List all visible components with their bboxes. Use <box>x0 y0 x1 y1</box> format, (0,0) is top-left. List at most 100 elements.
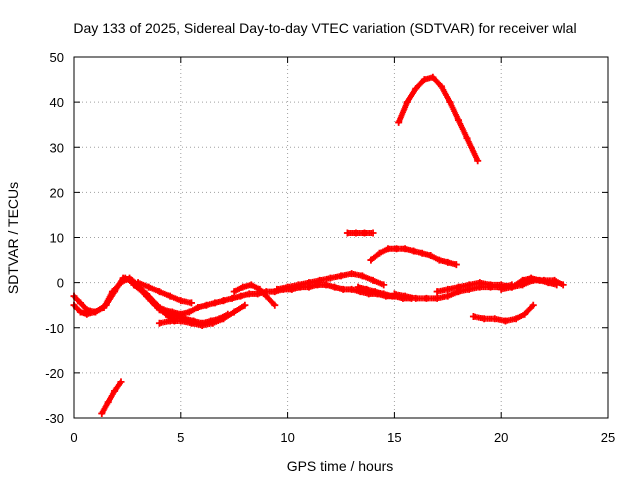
series-track-r <box>98 378 125 417</box>
data-point <box>177 297 185 305</box>
data-point <box>469 312 477 320</box>
y-tick-label: 30 <box>50 140 64 155</box>
data-point <box>412 85 420 93</box>
data-point <box>393 245 401 253</box>
data-point <box>476 279 484 287</box>
data-point <box>166 317 174 325</box>
data-point <box>446 98 454 106</box>
data-point <box>256 285 264 293</box>
data-point <box>369 276 377 284</box>
data-point <box>331 283 339 291</box>
data-point <box>230 308 238 316</box>
data-point <box>433 288 441 296</box>
series-track-m <box>497 274 561 293</box>
data-point <box>111 387 119 395</box>
data-point <box>271 301 279 309</box>
grid-lines <box>74 57 608 418</box>
series-trace <box>122 275 176 323</box>
data-point <box>228 294 236 302</box>
data-point <box>354 283 362 291</box>
data-point <box>187 319 195 327</box>
series-track-i <box>273 270 388 293</box>
data-point <box>433 294 441 302</box>
data-point <box>162 310 170 318</box>
data-point <box>294 281 302 289</box>
data-point <box>121 274 129 282</box>
x-axis-label: GPS time / hours <box>287 458 394 474</box>
data-point <box>153 301 161 309</box>
data-point <box>322 281 330 289</box>
data-point <box>111 288 119 296</box>
data-point <box>463 134 471 142</box>
data-point <box>401 292 409 300</box>
series-trace <box>395 74 480 163</box>
data-layer <box>70 73 567 417</box>
data-point <box>76 308 84 316</box>
y-tick-label: 40 <box>50 95 64 110</box>
data-point <box>527 274 535 282</box>
data-point <box>230 288 238 296</box>
y-axis-label: SDTVAR / TECUs <box>5 182 21 294</box>
data-point <box>401 245 409 253</box>
axis-ticks: 0 5 10 15 20 25 -30 -20 -10 0 10 20 30 40 50 <box>45 50 615 445</box>
data-point <box>418 249 426 257</box>
data-point <box>536 276 544 284</box>
data-point <box>237 292 245 300</box>
y-tick-label: -30 <box>45 411 64 426</box>
data-point <box>166 292 174 300</box>
data-point <box>326 274 334 282</box>
data-point <box>427 252 435 260</box>
data-point <box>143 290 151 298</box>
chart-title: Day 133 of 2025, Sidereal Day-to-day VTE… <box>73 20 576 36</box>
data-point <box>241 301 249 309</box>
data-point <box>198 321 206 329</box>
data-point <box>544 279 552 287</box>
series-track-p <box>343 229 377 237</box>
data-point <box>435 256 443 264</box>
data-point <box>454 283 462 291</box>
data-point <box>202 301 210 309</box>
data-point <box>352 229 360 237</box>
data-point <box>239 283 247 291</box>
series-track-f <box>155 301 249 329</box>
data-point <box>155 319 163 327</box>
data-point <box>422 294 430 302</box>
data-point <box>339 285 347 293</box>
y-tick-label: 0 <box>57 276 64 291</box>
x-tick-label: 5 <box>177 430 184 445</box>
data-point <box>117 378 125 386</box>
data-point <box>187 299 195 307</box>
data-point <box>254 290 262 298</box>
y-tick-label: 10 <box>50 231 64 246</box>
data-point <box>480 315 488 323</box>
x-tick-label: 20 <box>494 430 508 445</box>
x-tick-label: 25 <box>601 430 615 445</box>
data-point <box>247 281 255 289</box>
data-point <box>185 308 193 316</box>
data-point <box>491 315 499 323</box>
data-point <box>444 285 452 293</box>
data-point <box>134 279 142 287</box>
data-point <box>358 272 366 280</box>
series-track-n <box>469 301 537 325</box>
data-point <box>512 315 520 323</box>
series-track-e <box>134 279 195 307</box>
data-point <box>363 285 371 293</box>
data-point <box>262 292 270 300</box>
data-point <box>367 256 375 264</box>
data-point <box>145 283 153 291</box>
data-point <box>360 229 368 237</box>
data-point <box>177 317 185 325</box>
data-point <box>410 247 418 255</box>
data-point <box>390 290 398 298</box>
data-point <box>380 290 388 298</box>
data-point <box>220 315 228 323</box>
x-tick-label: 15 <box>387 430 401 445</box>
data-point <box>497 285 505 293</box>
data-point <box>444 258 452 266</box>
series-track-h <box>230 281 279 309</box>
data-point <box>316 276 324 284</box>
data-point <box>209 319 217 327</box>
y-tick-label: -10 <box>45 321 64 336</box>
